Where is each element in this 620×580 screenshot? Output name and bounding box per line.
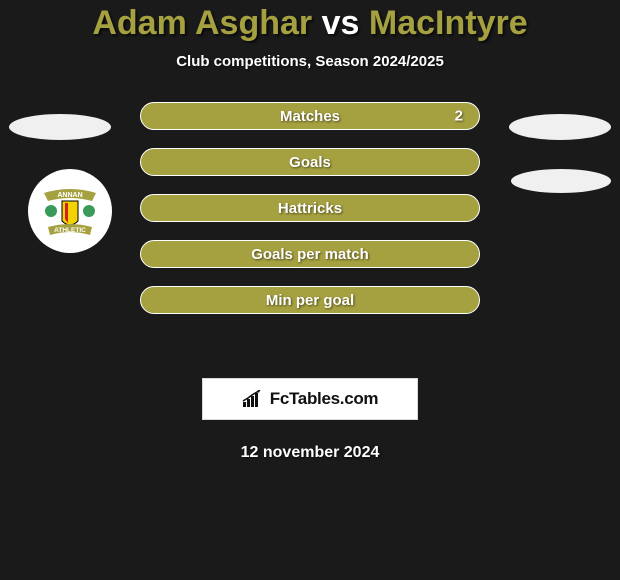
player1-avatar-placeholder (9, 114, 111, 140)
snapshot-date: 12 november 2024 (0, 444, 620, 462)
comparison-card: Adam Asghar vs MacIntyre Club competitio… (0, 0, 620, 462)
player1-name: Adam Asghar (92, 4, 312, 42)
brand-name: FcTables.com (270, 389, 379, 409)
stat-bar: Matches 2 (140, 102, 480, 130)
bar-chart-icon (242, 390, 264, 408)
player2-club-placeholder (511, 169, 611, 193)
player1-club-badge: ANNAN ATHLETIC (28, 169, 112, 253)
stat-bar: Goals (140, 148, 480, 176)
stat-bar-label: Goals (289, 154, 331, 171)
stats-area: ANNAN ATHLETIC Matches2GoalsHattricksGoa… (0, 114, 620, 374)
svg-text:ANNAN: ANNAN (57, 192, 82, 199)
stat-bar: Min per goal (140, 286, 480, 314)
player2-avatar-placeholder (509, 114, 611, 140)
club-crest-icon: ANNAN ATHLETIC (38, 179, 102, 243)
player2-name: MacIntyre (369, 4, 528, 42)
stat-bar-label: Hattricks (278, 200, 342, 217)
stat-bar-label: Goals per match (251, 246, 369, 263)
stat-bar-label: Matches (280, 108, 340, 125)
stat-bar-label: Min per goal (266, 292, 354, 309)
stat-bar: Hattricks (140, 194, 480, 222)
vs-separator: vs (322, 4, 360, 42)
stat-bars: Matches 2 Goals Hattricks Goals per match Min… (140, 102, 480, 332)
stat-bar: Goals per match (140, 240, 480, 268)
svg-text:ATHLETIC: ATHLETIC (54, 227, 86, 234)
subtitle: Club competitions, Season 2024/2025 (0, 53, 620, 70)
brand-badge: FcTables.com (202, 378, 418, 420)
page-title: Adam Asghar vs MacIntyre (0, 4, 620, 43)
stat-bar-value: 2 (455, 108, 463, 125)
